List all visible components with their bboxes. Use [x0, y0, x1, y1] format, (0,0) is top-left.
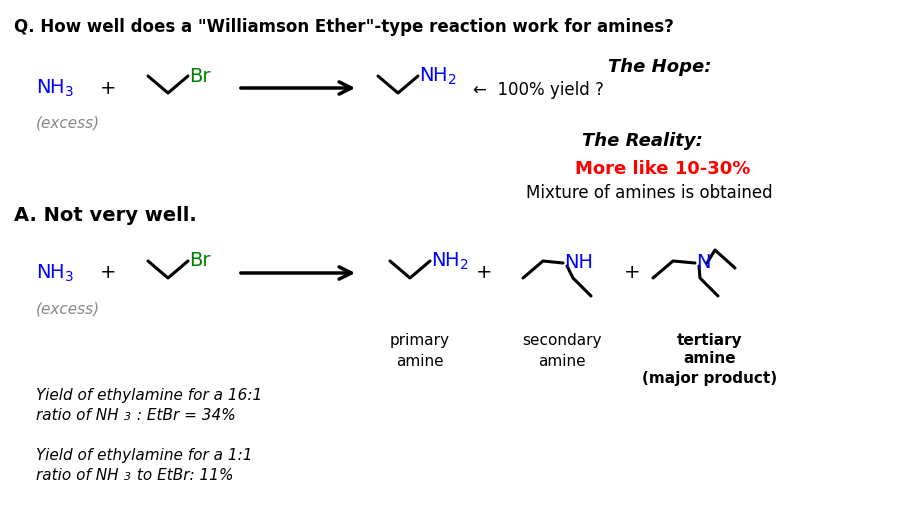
Text: secondary
amine: secondary amine — [522, 333, 602, 369]
Text: (major product): (major product) — [643, 371, 778, 386]
Text: Q. How well does a "Williamson Ether"-type reaction work for amines?: Q. How well does a "Williamson Ether"-ty… — [14, 18, 674, 36]
Text: 3: 3 — [124, 412, 131, 422]
Text: Yield of ethylamine for a 1:1: Yield of ethylamine for a 1:1 — [36, 448, 252, 463]
Text: primary
amine: primary amine — [390, 333, 450, 369]
Text: +: + — [476, 263, 492, 282]
Text: amine: amine — [684, 351, 736, 366]
Text: Yield of ethylamine for a 16:1: Yield of ethylamine for a 16:1 — [36, 388, 263, 403]
Text: N: N — [696, 254, 711, 272]
Text: +: + — [100, 263, 117, 282]
Text: NH$_3$: NH$_3$ — [36, 262, 74, 284]
Text: +: + — [100, 79, 117, 97]
Text: NH$_2$: NH$_2$ — [431, 251, 469, 272]
Text: : EtBr = 34%: : EtBr = 34% — [132, 408, 236, 423]
Text: +: + — [624, 263, 641, 282]
Text: (excess): (excess) — [36, 116, 100, 131]
Text: ←  100% yield ?: ← 100% yield ? — [473, 81, 604, 99]
Text: NH: NH — [564, 254, 593, 272]
Text: ratio of NH: ratio of NH — [36, 468, 118, 483]
Text: tertiary: tertiary — [677, 333, 743, 348]
Text: to EtBr: 11%: to EtBr: 11% — [132, 468, 233, 483]
Text: The Reality:: The Reality: — [582, 132, 703, 150]
Text: More like 10-30%: More like 10-30% — [575, 160, 750, 178]
Text: 3: 3 — [124, 472, 131, 482]
Text: A. Not very well.: A. Not very well. — [14, 206, 196, 225]
Text: ratio of NH: ratio of NH — [36, 408, 118, 423]
Text: (excess): (excess) — [36, 301, 100, 316]
Text: Br: Br — [189, 66, 210, 86]
Text: Mixture of amines is obtained: Mixture of amines is obtained — [526, 184, 773, 202]
Text: The Hope:: The Hope: — [608, 58, 711, 76]
Text: Br: Br — [189, 252, 210, 270]
Text: NH$_3$: NH$_3$ — [36, 77, 74, 98]
Text: NH$_2$: NH$_2$ — [419, 65, 457, 87]
